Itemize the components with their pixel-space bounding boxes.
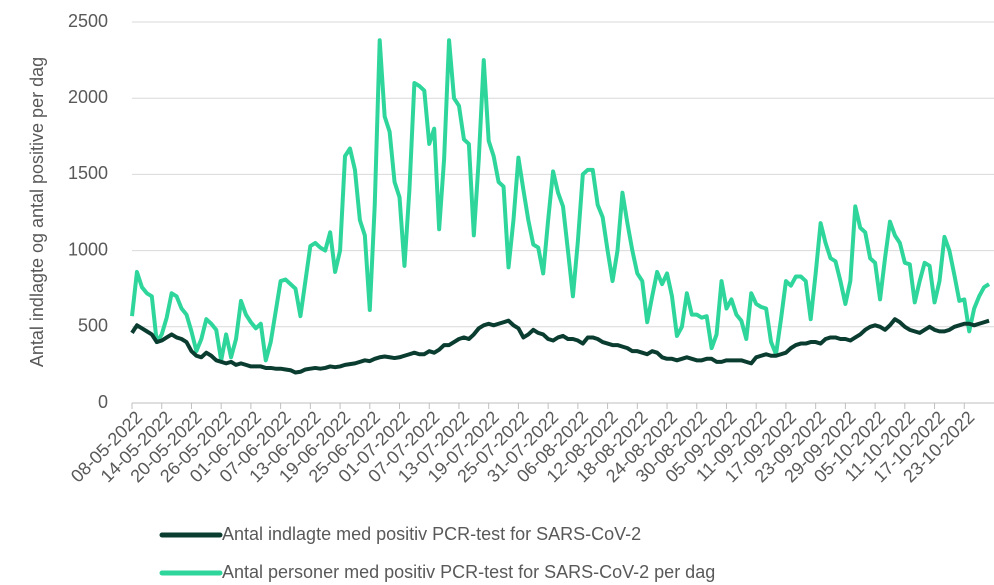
legend-label: Antal indlagte med positiv PCR-test for … (222, 524, 641, 544)
y-tick-label: 500 (78, 316, 108, 336)
series-line (130, 317, 990, 375)
series-line (130, 38, 991, 363)
y-axis-title: Antal indlagte og antal positive per dag (27, 57, 47, 367)
y-tick-label: 2000 (68, 87, 108, 107)
y-tick-label: 1500 (68, 163, 108, 183)
y-tick-label: 2500 (68, 11, 108, 31)
y-tick-label: 0 (98, 392, 108, 412)
y-tick-label: 1000 (68, 239, 108, 259)
legend-label: Antal personer med positiv PCR-test for … (222, 562, 715, 582)
